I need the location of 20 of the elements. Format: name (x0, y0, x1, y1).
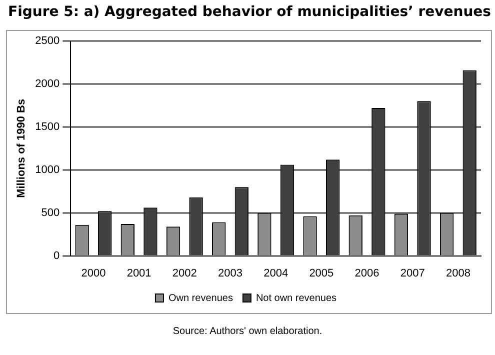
y-tick-label: 2000 (35, 78, 60, 90)
legend-label: Own revenues (168, 292, 233, 304)
chart-title: Figure 5: a) Aggregated behavior of municipalities’ revenues (8, 4, 491, 20)
y-tick-label: 500 (41, 206, 60, 219)
x-tick-label: 2007 (400, 267, 425, 280)
x-tick-label: 2006 (354, 267, 380, 280)
x-tick-label: 2005 (309, 267, 334, 280)
y-tick-label: 1000 (35, 164, 60, 176)
x-tick-label: 2004 (264, 267, 288, 280)
x-tick-label: 2000 (81, 267, 106, 280)
source-note: Source: Authors' own elaboration. (172, 326, 324, 337)
x-tick-label: 2002 (172, 267, 197, 280)
x-tick-label: 2008 (446, 267, 470, 280)
y-tick-label: 2500 (35, 35, 60, 48)
x-tick-label: 2001 (126, 267, 152, 280)
y-axis-title: Millions of 1990 Bs (16, 98, 28, 198)
x-tick-label: 2003 (218, 267, 242, 280)
legend-label: Not own revenues (256, 292, 337, 304)
y-tick-label: 0 (54, 250, 60, 262)
y-tick-label: 1500 (35, 120, 60, 133)
